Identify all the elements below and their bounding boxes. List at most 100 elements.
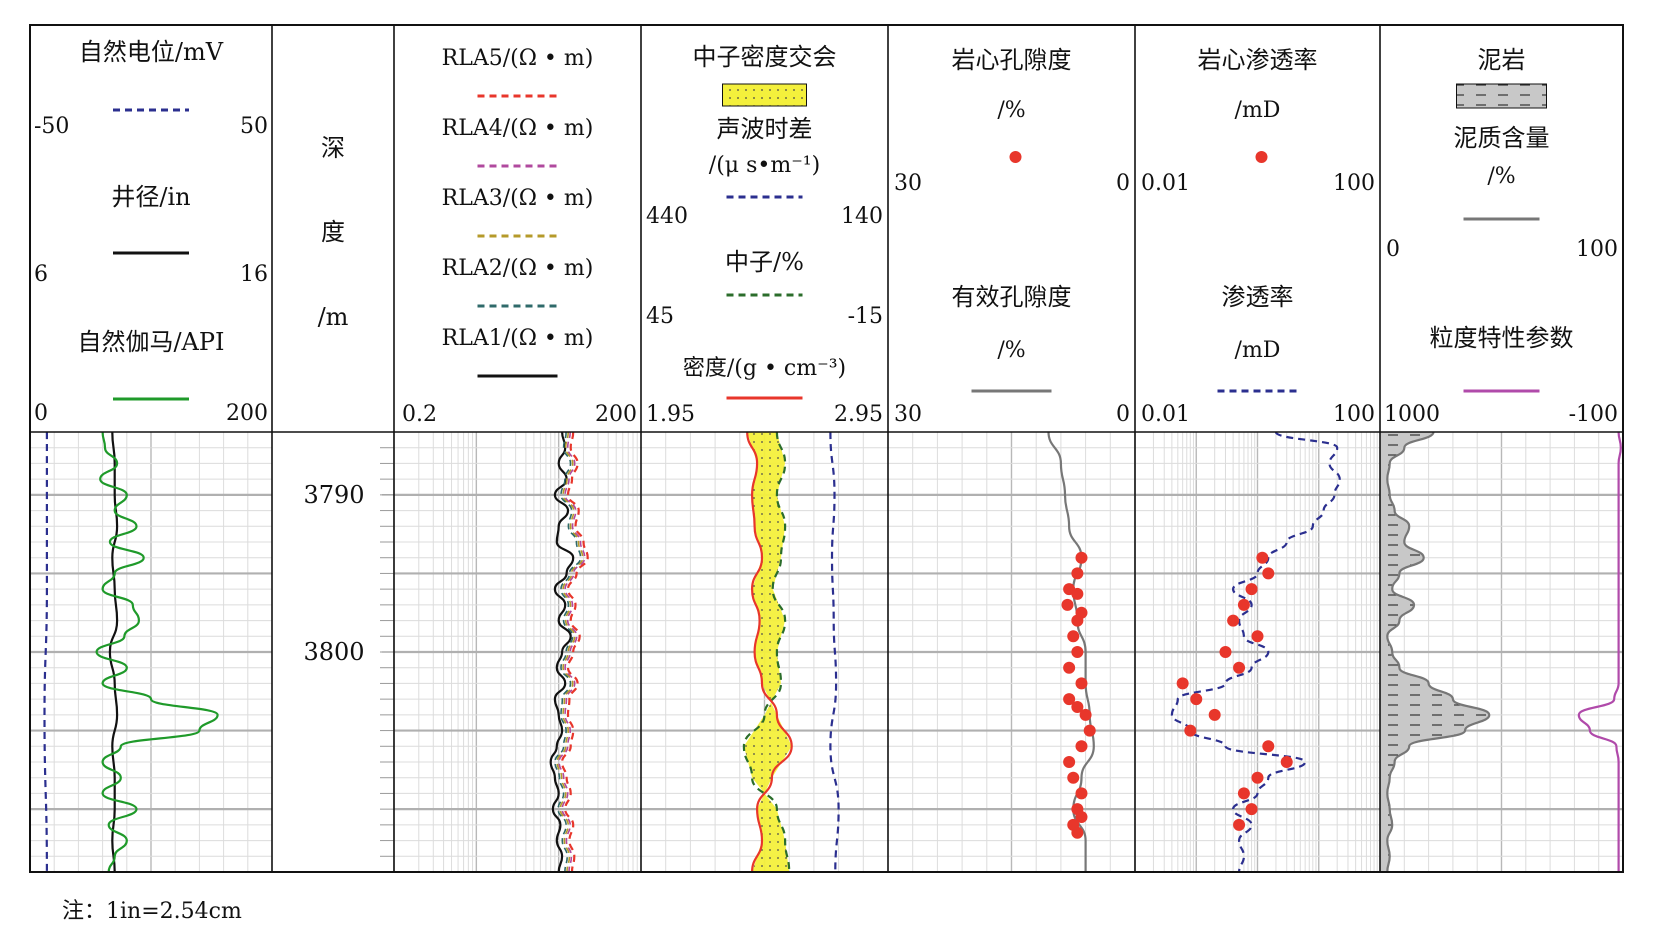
scale-max: 0 xyxy=(1116,171,1130,196)
curve-lithology xyxy=(1386,431,1491,873)
core-data-point xyxy=(1245,583,1258,596)
curve-porosity-logs xyxy=(746,431,793,873)
legend-label: RLA4/(Ω • m) xyxy=(442,116,594,141)
core-data-point xyxy=(1071,614,1084,627)
core-data-point xyxy=(1079,708,1092,721)
legend-label: RLA1/(Ω • m) xyxy=(442,326,594,351)
core-data-point xyxy=(1071,567,1084,580)
core-data-point xyxy=(1262,567,1275,580)
curve-resistivity xyxy=(549,431,575,873)
core-data-point xyxy=(1063,756,1076,768)
curve-sp-cal-gr xyxy=(43,432,49,873)
core-data-point xyxy=(1233,661,1246,674)
scale-min: 0.01 xyxy=(1141,171,1190,196)
legend-unit: /% xyxy=(997,98,1025,123)
depth-title: 深 xyxy=(321,134,345,162)
legend-label: 泥岩 xyxy=(1478,46,1526,74)
scale-max: 16 xyxy=(240,262,268,287)
scale-max: 200 xyxy=(226,401,268,426)
scale-min: 30 xyxy=(894,171,922,196)
core-data-point xyxy=(1176,677,1189,690)
curve-sp-cal-gr xyxy=(108,431,119,873)
curve-resistivity xyxy=(554,431,582,873)
scale-min: 0 xyxy=(1386,237,1400,262)
core-data-point xyxy=(1251,630,1264,643)
legend-label: 中子密度交会 xyxy=(693,43,837,71)
core-data-point xyxy=(1071,701,1084,713)
legend-label: RLA3/(Ω • m) xyxy=(442,186,594,211)
legend-label: 粒度特性参数 xyxy=(1430,324,1574,352)
neutron-density-crossover-fill xyxy=(743,432,792,872)
scale-min: 440 xyxy=(646,204,688,229)
shale-swatch xyxy=(1456,83,1547,109)
scale-max: 100 xyxy=(1576,237,1618,262)
core-data-point xyxy=(1251,771,1264,784)
core-data-point xyxy=(1067,771,1080,784)
legend-label: 泥质含量 xyxy=(1454,124,1550,152)
core-data-point xyxy=(1061,598,1074,611)
legend-label: 岩心孔隙度 xyxy=(952,46,1072,74)
legend-dot xyxy=(1255,151,1268,163)
legend-label: 渗透率 xyxy=(1222,283,1294,311)
scale-min: 0.2 xyxy=(402,402,437,427)
core-data-point xyxy=(1262,740,1275,753)
legend-label: 井径/in xyxy=(111,183,190,211)
core-data-point xyxy=(1075,787,1088,800)
core-data-point xyxy=(1071,587,1084,600)
scale-max: -15 xyxy=(848,304,883,329)
core-data-point xyxy=(1184,724,1197,737)
legend-unit: /% xyxy=(1487,164,1515,189)
core-data-point xyxy=(1071,826,1084,839)
scale-max: 0 xyxy=(1116,402,1130,427)
scale-min: 0 xyxy=(34,401,48,426)
scale-max: 100 xyxy=(1333,171,1375,196)
scale-max: 50 xyxy=(240,114,268,139)
scale-min: 45 xyxy=(646,304,674,329)
legend-label: 有效孔隙度 xyxy=(952,283,1072,311)
core-data-point xyxy=(1063,693,1076,706)
legend-label: RLA5/(Ω • m) xyxy=(442,46,594,71)
grid-sp-cal-gr xyxy=(30,431,272,873)
footnote: 注：1in=2.54cm xyxy=(62,899,242,924)
legend-dot xyxy=(1009,151,1022,163)
core-data-point xyxy=(1237,787,1250,800)
scale-max: 2.95 xyxy=(834,402,883,427)
crossover-swatch xyxy=(722,83,807,107)
core-data-point xyxy=(1190,693,1203,706)
core-data-point xyxy=(1063,661,1076,674)
depth-title: 度 xyxy=(321,218,345,246)
grid-lithology xyxy=(1380,431,1623,873)
core-data-point xyxy=(1067,630,1080,643)
legend-label: 中子/% xyxy=(725,248,804,276)
core-data-point xyxy=(1237,598,1250,611)
scale-min: 0.01 xyxy=(1141,402,1190,427)
core-data-point xyxy=(1233,818,1246,831)
scale-max: -100 xyxy=(1569,402,1618,427)
core-data-point xyxy=(1256,551,1269,564)
core-data-point xyxy=(1219,646,1232,658)
scale-max: 100 xyxy=(1333,402,1375,427)
scale-max: 200 xyxy=(595,402,637,427)
curve-sp-cal-gr xyxy=(95,431,219,873)
core-data-point xyxy=(1227,614,1240,627)
curve-resistivity xyxy=(558,431,586,873)
curve-resistivity xyxy=(560,431,589,873)
core-data-point xyxy=(1075,740,1088,753)
core-data-point xyxy=(1071,646,1084,658)
core-data-point xyxy=(1280,756,1293,768)
curve-porosity-logs xyxy=(742,431,791,873)
legend-unit: /% xyxy=(997,338,1025,363)
legend-label: 自然伽马/API xyxy=(77,328,224,356)
depth-title: /m xyxy=(318,303,349,331)
core-data-point xyxy=(1075,551,1088,564)
legend-label: 自然电位/mV xyxy=(79,38,224,66)
legend-label: 岩心渗透率 xyxy=(1198,46,1318,74)
frame xyxy=(29,24,1624,873)
depth-label: 3800 xyxy=(303,638,364,666)
scale-min: 6 xyxy=(34,262,48,287)
core-data-point xyxy=(1245,803,1258,816)
scale-min: 1.95 xyxy=(646,402,695,427)
core-data-point xyxy=(1075,677,1088,690)
legend-label: 声波时差 xyxy=(717,115,813,143)
